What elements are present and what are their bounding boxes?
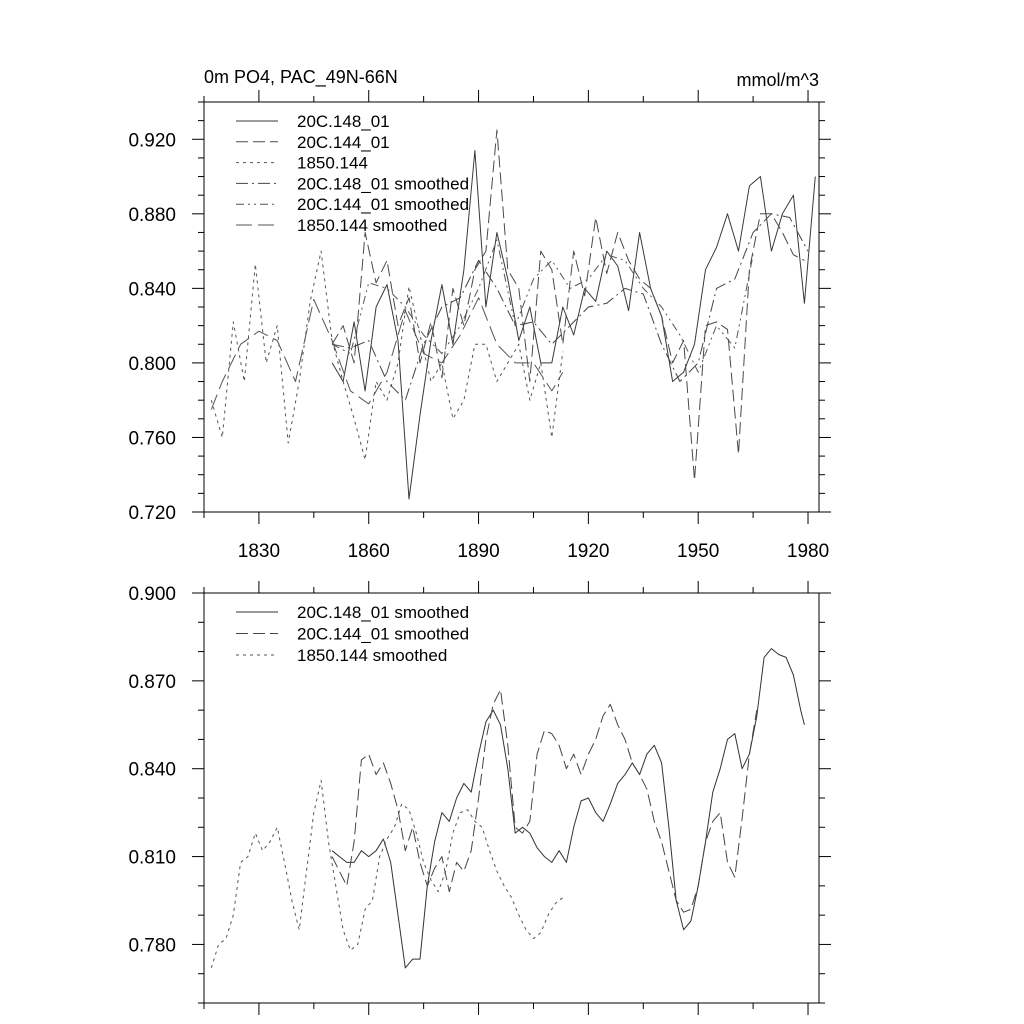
units-label: mmol/m^3: [737, 70, 819, 90]
legend-label: 1850.144 smoothed: [297, 646, 447, 665]
bottom-panel: 0.780 0.810 0.840 0.870 0.900 20C.148_01 smo…: [128, 581, 831, 1015]
x-tick-label: 1890: [457, 541, 499, 562]
y-tick-label: 0.800: [128, 354, 176, 375]
legend-label: 20C.148_01: [297, 112, 390, 131]
series-line-1850-144: [210, 250, 564, 461]
y-tick-labels: 0.780 0.810 0.840 0.870 0.900: [128, 584, 176, 956]
tick-marks: [192, 581, 831, 1015]
y-tick-label: 0.720: [128, 503, 176, 524]
y-tick-label: 0.870: [128, 672, 176, 693]
y-tick-label: 0.760: [128, 428, 176, 449]
y-tick-label: 0.840: [128, 279, 176, 300]
y-tick-labels: 0.720 0.760 0.800 0.840 0.880 0.920: [128, 130, 176, 524]
y-tick-label: 0.900: [128, 584, 176, 605]
series-line-1850-144-smoothed: [210, 297, 564, 410]
series-line-20c-144-01-smoothed: [331, 239, 754, 373]
legend-label: 20C.148_01 smoothed: [297, 174, 469, 193]
y-tick-label: 0.810: [128, 848, 176, 869]
x-tick-label: 1980: [787, 541, 829, 562]
x-tick-label: 1950: [677, 541, 719, 562]
chart-title: 0m PO4, PAC_49N-66N: [204, 67, 398, 88]
legend-label: 20C.144_01 smoothed: [297, 195, 469, 214]
y-tick-label: 0.780: [128, 935, 176, 956]
series-line-20c-144-01-smoothed: [331, 689, 758, 913]
x-tick-labels: 1830 1860 1890 1920 1950 1980: [238, 541, 829, 562]
series-line-20c-148-01-smoothed: [331, 648, 805, 969]
y-tick-label: 0.840: [128, 760, 176, 781]
x-tick-label: 1920: [567, 541, 609, 562]
series-lines: [210, 648, 805, 969]
series-line-20c-148-01-smoothed: [332, 213, 809, 401]
legend-label: 20C.148_01 smoothed: [297, 603, 469, 622]
series-line-20c-148-01: [331, 150, 816, 500]
legend: 20C.148_01 smoothed 20C.144_01 smoothed 18…: [236, 603, 469, 665]
series-lines: [210, 129, 816, 500]
series-line-20c-144-01: [331, 129, 805, 481]
y-tick-label: 0.880: [128, 205, 176, 226]
x-tick-label: 1830: [238, 541, 280, 562]
legend-label: 20C.144_01 smoothed: [297, 625, 469, 644]
legend-label: 1850.144: [297, 154, 368, 173]
legend-label: 1850.144 smoothed: [297, 216, 447, 235]
legend-label: 20C.144_01: [297, 133, 390, 152]
tick-marks: [192, 90, 831, 524]
x-tick-label: 1860: [348, 541, 390, 562]
series-line-1850-144-smoothed: [210, 779, 564, 969]
y-tick-label: 0.920: [128, 130, 176, 151]
top-panel: 0m PO4, PAC_49N-66N mmol/m^3 0.7200.7600…: [128, 67, 831, 562]
